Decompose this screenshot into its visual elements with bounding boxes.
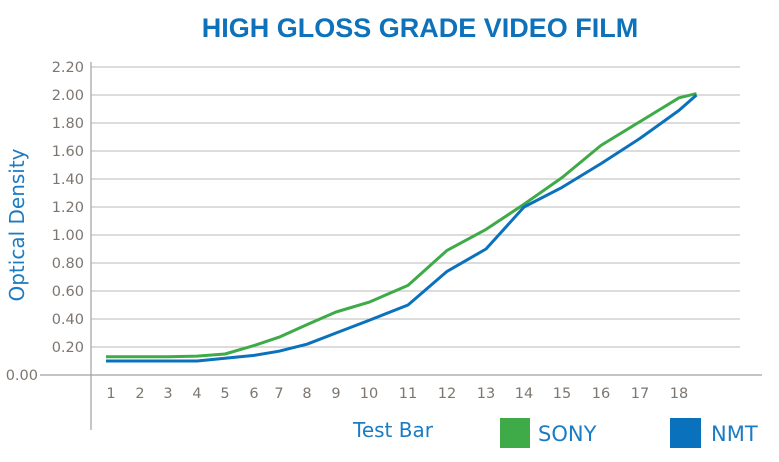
x-tick-label: 17 (631, 386, 649, 402)
x-tick-label: 8 (302, 386, 311, 402)
x-tick-label: 12 (438, 386, 456, 402)
y-tick-label: 1.00 (52, 228, 84, 244)
x-tick-label: 13 (477, 386, 495, 402)
x-tick-label: 5 (220, 386, 229, 402)
x-tick-label: 6 (249, 386, 258, 402)
x-tick-label: 10 (360, 386, 378, 402)
x-tick-label: 11 (399, 386, 417, 402)
y-tick-label: 2.00 (52, 88, 84, 104)
series-lines (106, 92, 698, 363)
x-axis-label: Test Bar (352, 418, 434, 442)
y-tick-label: 1.80 (52, 116, 84, 132)
x-tick-label: 15 (553, 386, 571, 402)
x-tick-label: 18 (670, 386, 688, 402)
y-tick-label: 2.20 (52, 60, 84, 76)
y-tick-label: 0.60 (52, 284, 84, 300)
x-tick-label: 16 (592, 386, 610, 402)
y-tick-label: 1.60 (52, 144, 84, 160)
y-tick-label: 0.40 (52, 312, 84, 328)
y-axis-label: Optical Density (5, 148, 29, 301)
y-tick-label: 0.20 (52, 340, 84, 356)
x-tick-label: 7 (274, 386, 283, 402)
legend-swatch-nmt (670, 418, 701, 448)
x-tick-label: 4 (192, 386, 201, 402)
legend-label-sony: SONY (538, 422, 597, 446)
series-line-sony (106, 92, 697, 359)
x-tick-label: 9 (331, 386, 340, 402)
legend-label-nmt: NMT (711, 422, 758, 446)
series-line-nmt (106, 93, 698, 363)
x-tick-label: 2 (135, 386, 144, 402)
y-tick-label: 0.00 (6, 368, 38, 384)
legend-swatch-sony (500, 418, 530, 448)
x-tick-label: 3 (163, 386, 172, 402)
chart-title: HIGH GLOSS GRADE VIDEO FILM (202, 13, 639, 43)
x-tick-label: 14 (515, 386, 533, 402)
y-tick-label: 1.20 (52, 200, 84, 216)
x-tick-labels: 1 2 3 4 5 6 7 8 9 10 11 12 13 14 15 16 17 18 (106, 386, 688, 402)
y-tick-label: 1.40 (52, 172, 84, 188)
gridlines (91, 66, 740, 348)
y-tick-label: 0.80 (52, 256, 84, 272)
y-tick-labels: 0.00 0.20 0.40 0.60 0.80 1.00 1.20 1.40 1.60 1.80… (6, 60, 84, 384)
x-tick-label: 1 (106, 386, 115, 402)
